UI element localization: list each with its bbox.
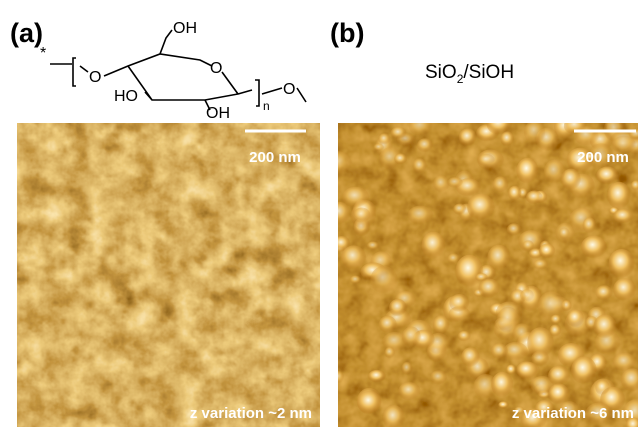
grain [458, 331, 471, 342]
grain [389, 299, 407, 317]
grain [491, 372, 513, 397]
grain [325, 151, 352, 175]
grain [341, 245, 366, 269]
grain [516, 158, 538, 184]
atom-label: * [40, 45, 46, 62]
atom-label: HO [114, 88, 138, 105]
grain [491, 343, 508, 359]
grain [475, 273, 487, 282]
grain [548, 366, 570, 386]
substrate-rest: /SiOH [463, 62, 514, 83]
grain [402, 327, 421, 348]
grain [539, 244, 555, 259]
grain [581, 236, 607, 259]
grain [350, 275, 362, 284]
grain [567, 309, 584, 327]
atom-label: n [263, 99, 270, 113]
grain [385, 347, 396, 358]
grain [378, 133, 390, 145]
grain [583, 217, 596, 233]
chemical-structure: * O OH O HO OH n O [40, 20, 306, 122]
scale-bar-label: 200 nm [577, 149, 629, 166]
atom-label: O [89, 69, 101, 86]
atom-label: O [210, 60, 222, 77]
substrate-main: SiO [425, 62, 457, 83]
z-variation: z variation ~2 nm [190, 405, 312, 422]
substrate-label: SiO2/SiOH [425, 62, 514, 86]
grain [478, 154, 495, 166]
figure: (a) (b) * O OH O HO OH n O SiO2/SiOH 200… [0, 0, 638, 427]
grain [329, 202, 350, 225]
grain [507, 223, 522, 236]
grain [498, 401, 509, 408]
grain [413, 158, 427, 173]
grain [417, 138, 433, 152]
grain [493, 176, 508, 192]
grain [367, 241, 379, 250]
grain [571, 356, 597, 384]
grain [453, 204, 466, 215]
grain [508, 186, 521, 201]
grain [391, 127, 407, 139]
grain [357, 391, 381, 414]
grain [370, 266, 397, 294]
grain [409, 116, 433, 136]
grain [526, 191, 543, 205]
grain [430, 370, 447, 384]
afm-image [17, 123, 320, 427]
grain [487, 113, 512, 135]
grain [422, 232, 446, 259]
grain [613, 209, 633, 224]
grain [596, 285, 613, 300]
grain [368, 370, 386, 383]
grain [533, 259, 548, 269]
grain [594, 315, 617, 339]
grain [609, 249, 635, 278]
panel-label: (a) [10, 18, 43, 48]
panel-label: (b) [330, 18, 364, 48]
grain [523, 240, 535, 251]
grain [394, 153, 407, 164]
grain [459, 129, 477, 147]
grain [520, 289, 534, 302]
grain [461, 347, 480, 367]
z-variation: z variation ~6 nm [512, 405, 634, 422]
atom-label: OH [173, 20, 197, 37]
grain [447, 253, 460, 264]
grain [596, 167, 618, 185]
scale-bar-label: 200 nm [249, 149, 301, 166]
grain [544, 160, 565, 184]
grain [497, 307, 520, 333]
grain [333, 371, 344, 383]
grain [447, 177, 463, 188]
grain [433, 175, 449, 192]
grain [398, 382, 420, 400]
grain [607, 182, 630, 210]
bond [50, 58, 88, 86]
grain [467, 194, 495, 221]
atom-label: O [283, 81, 295, 98]
grain [487, 245, 510, 271]
grain [408, 206, 433, 225]
atom-label: OH [206, 105, 230, 122]
grain [449, 294, 469, 312]
grain [550, 315, 561, 325]
grain [595, 380, 610, 395]
grain [559, 228, 570, 240]
grain [379, 316, 397, 333]
grain [527, 327, 554, 358]
grain [516, 361, 537, 378]
grain [401, 362, 412, 375]
grain [524, 120, 545, 145]
grain [353, 208, 370, 223]
grain [613, 278, 636, 301]
grain [342, 187, 369, 208]
